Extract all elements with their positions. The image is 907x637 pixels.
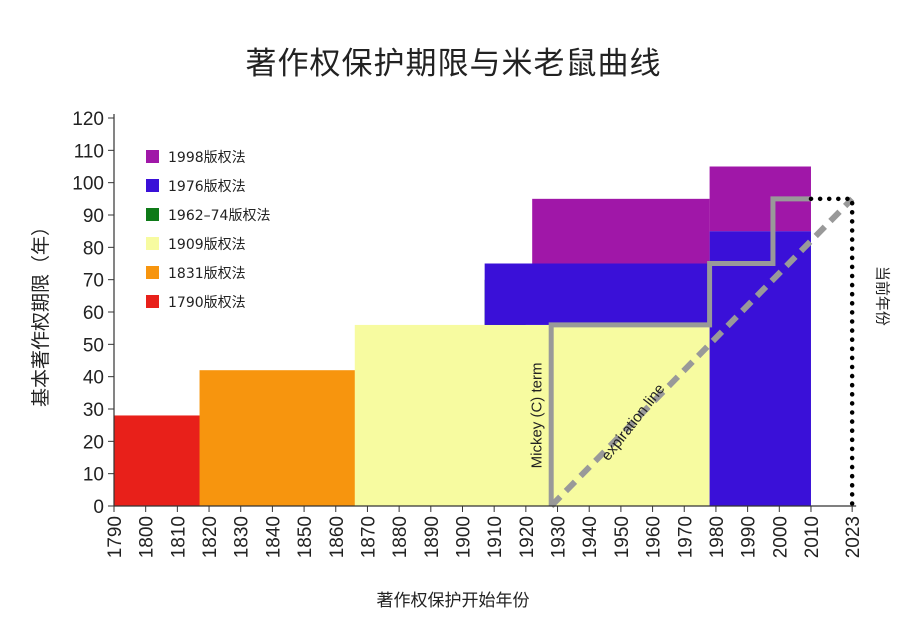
- annotation: Mickey (C) term: [529, 363, 546, 469]
- x-tick-label: 1800: [137, 516, 158, 558]
- x-tick-label: 1870: [358, 516, 379, 558]
- x-axis-label: 著作权保护开始年份: [377, 591, 530, 611]
- x-tick-label: 1910: [485, 516, 506, 558]
- legend-label: 1790版权法: [168, 295, 246, 311]
- region-1-0: [484, 263, 710, 325]
- line-current-year: [808, 196, 855, 509]
- line-mickey-c-term: [548, 196, 811, 506]
- x-tick-label: 1920: [517, 516, 538, 558]
- y-tick-label: 70: [83, 271, 104, 292]
- legend-swatch: [146, 295, 159, 308]
- y-tick-label: 60: [83, 303, 104, 324]
- region-0-0: [532, 198, 710, 264]
- y-tick-label: 20: [83, 432, 104, 453]
- legend-label: 1976版权法: [168, 179, 246, 195]
- legend-layer: 1998版权法 1976版权法 1962–74版权法 1909版权法 1831版权法 17…: [146, 150, 270, 311]
- x-tick-label: 1960: [644, 516, 665, 558]
- y-tick-label: 100: [72, 174, 104, 195]
- regions-layer: [114, 166, 811, 506]
- x-tick-label: 1840: [263, 516, 284, 558]
- y-tick-label: 40: [83, 368, 104, 389]
- x-tick-label: 1900: [453, 516, 474, 558]
- x-tick-label: 1850: [295, 516, 316, 558]
- lines-layer: [548, 196, 855, 509]
- axes-layer: 0 10 20 30 40 50 60 70 80 90 100 110 120 1790 1800 1810…: [72, 109, 864, 558]
- y-tick-label: 120: [72, 109, 104, 130]
- x-tick-label: 1890: [422, 516, 443, 558]
- x-tick-label: 2010: [802, 516, 823, 558]
- x-tick-label: 1950: [612, 516, 633, 558]
- x-tick-label: 1860: [327, 516, 348, 558]
- y-tick-label: 110: [74, 141, 104, 162]
- x-tick-label: 1790: [105, 516, 126, 558]
- y-tick-label: 90: [83, 206, 104, 227]
- x-tick-label: 1990: [739, 516, 760, 558]
- y-tick-label: 0: [93, 497, 104, 518]
- x-tick-label: 1930: [549, 516, 570, 558]
- legend-label: 1962–74版权法: [168, 208, 270, 224]
- region-3-0: [354, 324, 710, 506]
- line-expiration-line: [549, 196, 855, 509]
- legend-swatch: [146, 237, 159, 250]
- x-tick-label: 1980: [707, 516, 728, 558]
- y-tick-label: 30: [83, 400, 104, 421]
- x-tick-label: 2023: [843, 516, 864, 558]
- x-tick-label: 1820: [200, 516, 221, 558]
- legend-label: 1831版权法: [168, 266, 246, 282]
- legend-label: 1998版权法: [168, 150, 246, 166]
- legend-swatch: [146, 266, 159, 279]
- region-1-1: [709, 231, 811, 506]
- x-tick-label: 1830: [232, 516, 253, 558]
- y-tick-label: 10: [83, 465, 104, 486]
- x-tick-label: 1880: [390, 516, 411, 558]
- annotation: 当前年份: [874, 266, 891, 326]
- x-tick-label: 1810: [168, 516, 189, 558]
- x-tick-label: 1940: [580, 516, 601, 558]
- x-tick-label: 2000: [770, 516, 791, 558]
- y-tick-label: 80: [83, 238, 104, 259]
- legend-label: 1909版权法: [168, 237, 246, 253]
- legend-swatch: [146, 208, 159, 221]
- chart-title: 著作权保护期限与米老鼠曲线: [245, 46, 662, 82]
- legend-swatch: [146, 179, 159, 192]
- y-tick-label: 50: [83, 335, 104, 356]
- legend-swatch: [146, 150, 159, 163]
- y-axis-label: 基本著作权期限（年）: [30, 217, 52, 407]
- x-tick-label: 1970: [675, 516, 696, 558]
